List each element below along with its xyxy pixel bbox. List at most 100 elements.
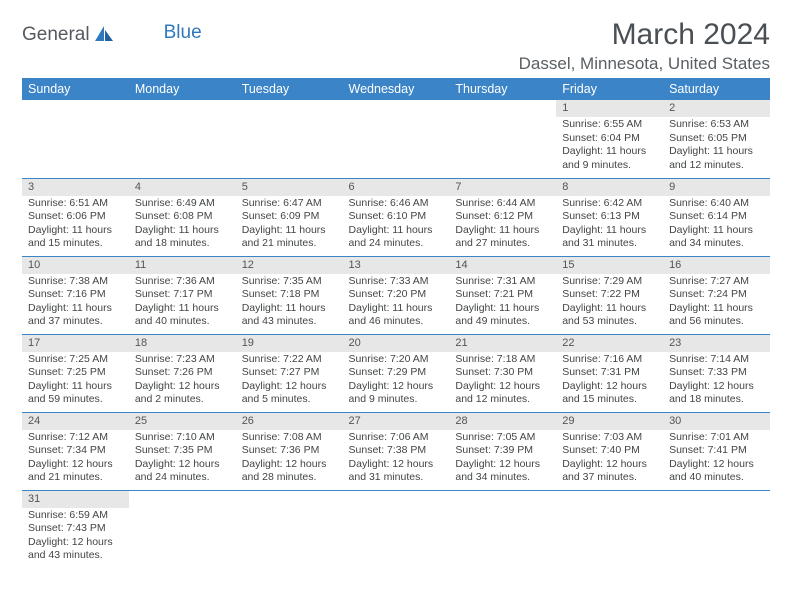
day-number: 27 (343, 413, 450, 430)
day-content: Sunrise: 7:16 AMSunset: 7:31 PMDaylight:… (556, 352, 663, 409)
weekday-header: Thursday (449, 78, 556, 100)
weekday-header: Monday (129, 78, 236, 100)
day-content: Sunrise: 7:29 AMSunset: 7:22 PMDaylight:… (556, 274, 663, 331)
calendar-cell: 25Sunrise: 7:10 AMSunset: 7:35 PMDayligh… (129, 412, 236, 490)
weekday-header: Wednesday (343, 78, 450, 100)
calendar-cell: 22Sunrise: 7:16 AMSunset: 7:31 PMDayligh… (556, 334, 663, 412)
day-content: Sunrise: 7:18 AMSunset: 7:30 PMDaylight:… (449, 352, 556, 409)
day-number: 16 (663, 257, 770, 274)
day-number: 2 (663, 100, 770, 117)
day-content: Sunrise: 7:03 AMSunset: 7:40 PMDaylight:… (556, 430, 663, 487)
calendar-cell: 4Sunrise: 6:49 AMSunset: 6:08 PMDaylight… (129, 178, 236, 256)
day-content: Sunrise: 6:49 AMSunset: 6:08 PMDaylight:… (129, 196, 236, 253)
calendar-cell: 29Sunrise: 7:03 AMSunset: 7:40 PMDayligh… (556, 412, 663, 490)
day-content: Sunrise: 6:59 AMSunset: 7:43 PMDaylight:… (22, 508, 129, 565)
calendar-cell: 2Sunrise: 6:53 AMSunset: 6:05 PMDaylight… (663, 100, 770, 178)
day-content: Sunrise: 7:27 AMSunset: 7:24 PMDaylight:… (663, 274, 770, 331)
location-text: Dassel, Minnesota, United States (519, 54, 770, 74)
weekday-header: Sunday (22, 78, 129, 100)
day-number: 17 (22, 335, 129, 352)
weekday-header: Friday (556, 78, 663, 100)
day-content: Sunrise: 7:06 AMSunset: 7:38 PMDaylight:… (343, 430, 450, 487)
title-block: March 2024 Dassel, Minnesota, United Sta… (519, 18, 770, 74)
day-content: Sunrise: 7:22 AMSunset: 7:27 PMDaylight:… (236, 352, 343, 409)
day-number: 15 (556, 257, 663, 274)
day-content: Sunrise: 7:33 AMSunset: 7:20 PMDaylight:… (343, 274, 450, 331)
day-content: Sunrise: 6:47 AMSunset: 6:09 PMDaylight:… (236, 196, 343, 253)
day-number: 21 (449, 335, 556, 352)
day-content: Sunrise: 7:20 AMSunset: 7:29 PMDaylight:… (343, 352, 450, 409)
calendar-cell (449, 100, 556, 178)
day-number: 18 (129, 335, 236, 352)
day-number: 20 (343, 335, 450, 352)
day-content: Sunrise: 7:31 AMSunset: 7:21 PMDaylight:… (449, 274, 556, 331)
calendar-table: SundayMondayTuesdayWednesdayThursdayFrid… (22, 78, 770, 568)
calendar-header-row: SundayMondayTuesdayWednesdayThursdayFrid… (22, 78, 770, 100)
day-number: 5 (236, 179, 343, 196)
day-number: 3 (22, 179, 129, 196)
day-content: Sunrise: 7:23 AMSunset: 7:26 PMDaylight:… (129, 352, 236, 409)
day-number: 26 (236, 413, 343, 430)
calendar-cell: 7Sunrise: 6:44 AMSunset: 6:12 PMDaylight… (449, 178, 556, 256)
day-number: 13 (343, 257, 450, 274)
calendar-cell (129, 100, 236, 178)
day-content: Sunrise: 6:55 AMSunset: 6:04 PMDaylight:… (556, 117, 663, 174)
day-content: Sunrise: 6:53 AMSunset: 6:05 PMDaylight:… (663, 117, 770, 174)
day-number: 24 (22, 413, 129, 430)
calendar-cell: 3Sunrise: 6:51 AMSunset: 6:06 PMDaylight… (22, 178, 129, 256)
day-number: 4 (129, 179, 236, 196)
day-number: 1 (556, 100, 663, 117)
calendar-cell: 11Sunrise: 7:36 AMSunset: 7:17 PMDayligh… (129, 256, 236, 334)
calendar-cell (343, 490, 450, 568)
weekday-header: Tuesday (236, 78, 343, 100)
calendar-cell: 24Sunrise: 7:12 AMSunset: 7:34 PMDayligh… (22, 412, 129, 490)
day-number: 6 (343, 179, 450, 196)
day-number: 10 (22, 257, 129, 274)
calendar-cell: 31Sunrise: 6:59 AMSunset: 7:43 PMDayligh… (22, 490, 129, 568)
day-content: Sunrise: 7:25 AMSunset: 7:25 PMDaylight:… (22, 352, 129, 409)
day-content: Sunrise: 7:38 AMSunset: 7:16 PMDaylight:… (22, 274, 129, 331)
day-number: 29 (556, 413, 663, 430)
logo-word2: Blue (164, 22, 202, 44)
day-content: Sunrise: 7:01 AMSunset: 7:41 PMDaylight:… (663, 430, 770, 487)
calendar-cell (663, 490, 770, 568)
calendar-cell: 1Sunrise: 6:55 AMSunset: 6:04 PMDaylight… (556, 100, 663, 178)
day-content: Sunrise: 6:46 AMSunset: 6:10 PMDaylight:… (343, 196, 450, 253)
day-number: 9 (663, 179, 770, 196)
day-number: 19 (236, 335, 343, 352)
calendar-cell (22, 100, 129, 178)
calendar-cell: 17Sunrise: 7:25 AMSunset: 7:25 PMDayligh… (22, 334, 129, 412)
day-number: 11 (129, 257, 236, 274)
day-content: Sunrise: 7:36 AMSunset: 7:17 PMDaylight:… (129, 274, 236, 331)
calendar-cell: 10Sunrise: 7:38 AMSunset: 7:16 PMDayligh… (22, 256, 129, 334)
calendar-cell: 8Sunrise: 6:42 AMSunset: 6:13 PMDaylight… (556, 178, 663, 256)
calendar-cell (449, 490, 556, 568)
calendar-cell: 15Sunrise: 7:29 AMSunset: 7:22 PMDayligh… (556, 256, 663, 334)
calendar-cell (556, 490, 663, 568)
calendar-cell: 21Sunrise: 7:18 AMSunset: 7:30 PMDayligh… (449, 334, 556, 412)
day-number: 7 (449, 179, 556, 196)
day-content: Sunrise: 7:14 AMSunset: 7:33 PMDaylight:… (663, 352, 770, 409)
day-number: 8 (556, 179, 663, 196)
day-number: 25 (129, 413, 236, 430)
calendar-cell: 14Sunrise: 7:31 AMSunset: 7:21 PMDayligh… (449, 256, 556, 334)
calendar-cell: 13Sunrise: 7:33 AMSunset: 7:20 PMDayligh… (343, 256, 450, 334)
day-number: 31 (22, 491, 129, 508)
day-content: Sunrise: 7:35 AMSunset: 7:18 PMDaylight:… (236, 274, 343, 331)
page-title: March 2024 (519, 18, 770, 52)
calendar-cell (236, 490, 343, 568)
logo-word1: General (22, 24, 90, 46)
calendar-cell: 18Sunrise: 7:23 AMSunset: 7:26 PMDayligh… (129, 334, 236, 412)
logo-sail-icon (94, 25, 114, 48)
logo: General Blue (22, 24, 202, 46)
day-number: 22 (556, 335, 663, 352)
day-content: Sunrise: 6:51 AMSunset: 6:06 PMDaylight:… (22, 196, 129, 253)
calendar-cell: 9Sunrise: 6:40 AMSunset: 6:14 PMDaylight… (663, 178, 770, 256)
calendar-body: 1Sunrise: 6:55 AMSunset: 6:04 PMDaylight… (22, 100, 770, 568)
calendar-cell: 23Sunrise: 7:14 AMSunset: 7:33 PMDayligh… (663, 334, 770, 412)
day-content: Sunrise: 6:44 AMSunset: 6:12 PMDaylight:… (449, 196, 556, 253)
day-number: 14 (449, 257, 556, 274)
day-content: Sunrise: 7:08 AMSunset: 7:36 PMDaylight:… (236, 430, 343, 487)
calendar-cell: 16Sunrise: 7:27 AMSunset: 7:24 PMDayligh… (663, 256, 770, 334)
day-number: 23 (663, 335, 770, 352)
